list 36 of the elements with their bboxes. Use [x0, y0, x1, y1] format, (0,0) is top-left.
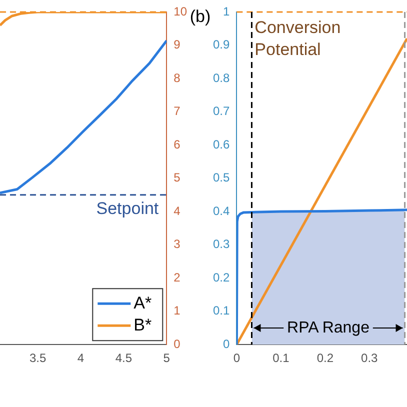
y-tick-label: 0.8 [212, 70, 230, 85]
y-tick-label: 0.7 [212, 104, 230, 118]
y-tick-label: 0.9 [212, 38, 230, 52]
y-tick-label: 0.1 [212, 304, 230, 318]
legend-label: B* [134, 315, 152, 334]
y-tick-label: 0.6 [212, 137, 230, 152]
annotation: RPA Range [287, 319, 370, 336]
x-tick-label: 0.3 [361, 351, 378, 366]
ref-line-label: Conversion Potential [254, 18, 341, 60]
y2-tick-label: 3 [174, 237, 181, 252]
y2-tick-label: 7 [174, 104, 181, 118]
y2-tick-label: 0 [174, 336, 181, 351]
x-tick-label: 0.1 [272, 351, 290, 366]
y-tick-label: 1 [222, 4, 230, 18]
y-tick-label: 0.4 [212, 204, 230, 218]
x-tick-label: 4.5 [115, 351, 132, 366]
x-tick-label: 5 [163, 351, 170, 366]
y-tick-label: 0.5 [212, 170, 230, 185]
y2-tick-label: 5 [174, 170, 181, 185]
y2-tick-label: 9 [174, 38, 181, 52]
y2-tick-label: 2 [174, 270, 181, 284]
y2-tick-label: 8 [174, 70, 181, 85]
x-tick-label: 4 [77, 351, 84, 366]
y-tick-label: 0.2 [212, 270, 230, 284]
y2-tick-label: 10 [174, 4, 188, 18]
x-tick-label: 3.5 [29, 351, 46, 366]
x-tick-label: 0.2 [316, 351, 334, 366]
y-tick-label: 0 [222, 336, 230, 351]
y2-tick-label: 4 [174, 204, 181, 218]
chart-title: (b) [190, 7, 211, 26]
y2-tick-label: 1 [174, 304, 181, 318]
legend-label: A* [134, 293, 152, 312]
x-tick-label: 0 [233, 351, 240, 366]
y-tick-label: 0.3 [212, 237, 230, 252]
ref-line-label: Setpoint [96, 199, 159, 218]
y2-tick-label: 6 [174, 137, 181, 152]
